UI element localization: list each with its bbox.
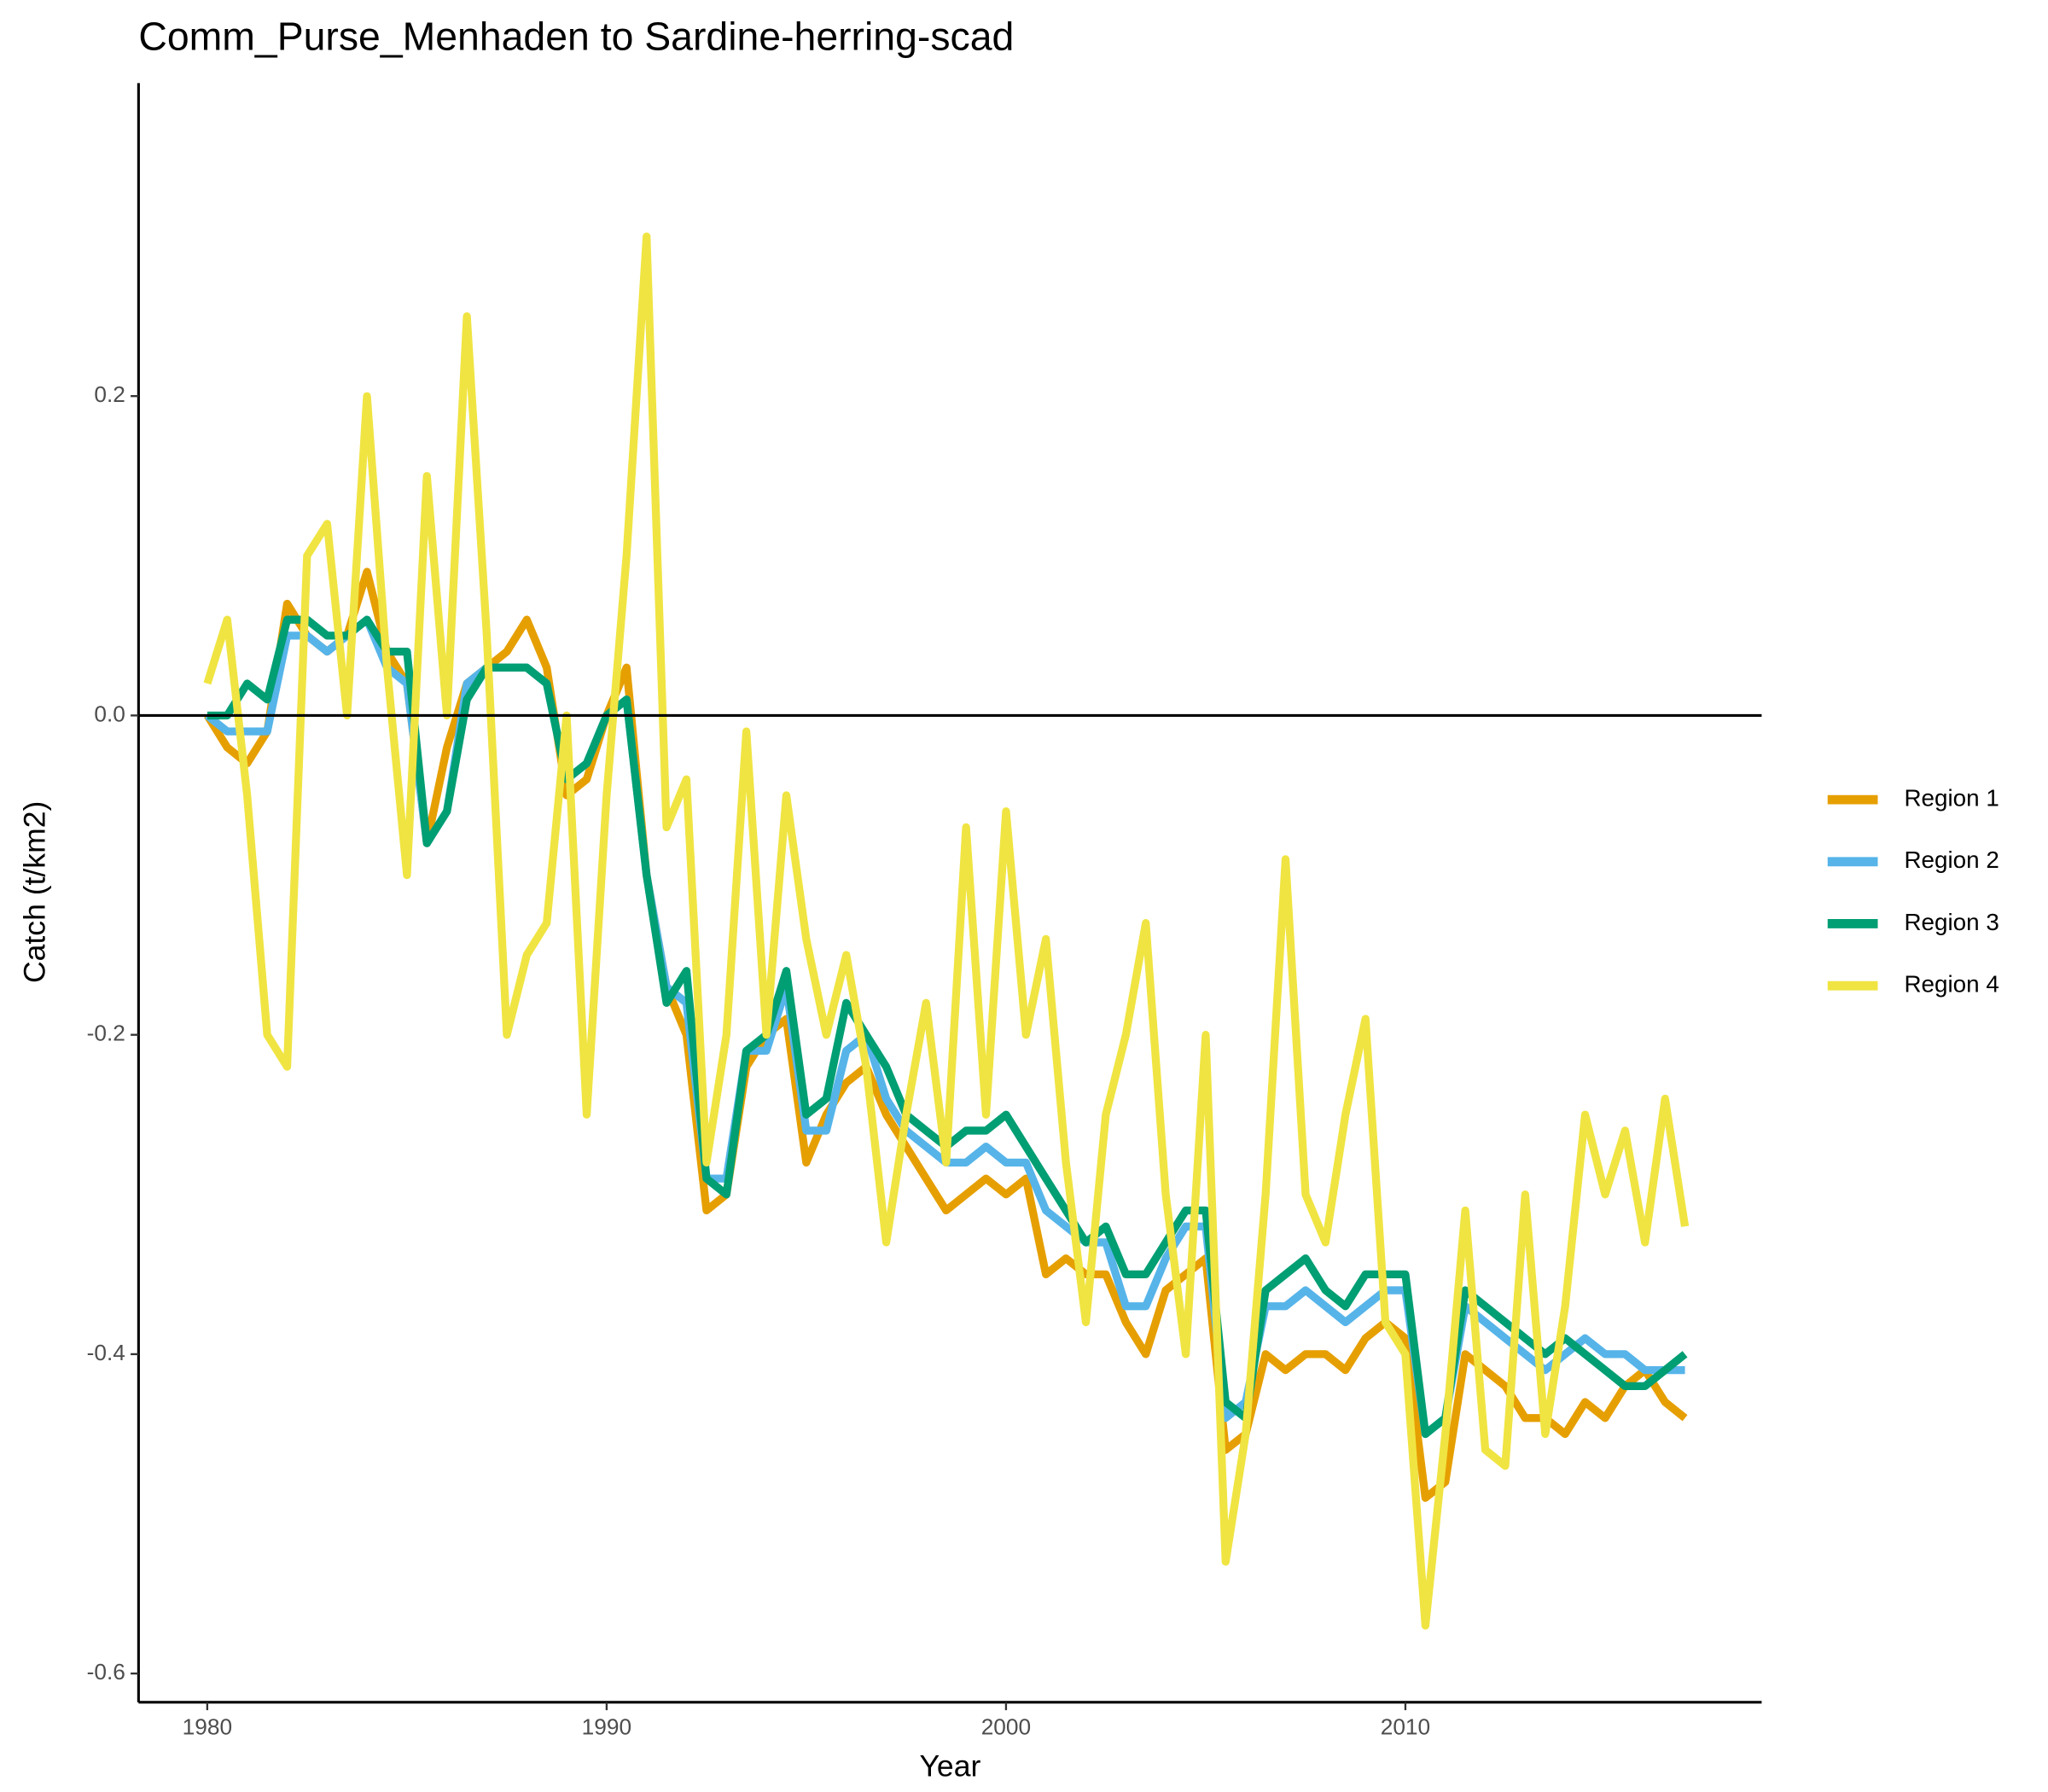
x-tick-label: 2000 <box>981 1714 1031 1740</box>
legend-label: Region 2 <box>1904 847 1999 873</box>
legend-label: Region 3 <box>1904 909 1999 935</box>
y-tick-label: -0.4 <box>87 1340 125 1365</box>
x-tick-label: 1980 <box>183 1714 232 1740</box>
chart-title: Comm_Purse_Menhaden to Sardine-herring-s… <box>138 15 1014 59</box>
y-tick-label: -0.2 <box>87 1021 125 1046</box>
y-tick-label: -0.6 <box>87 1659 125 1684</box>
series-line <box>203 232 1690 1630</box>
legend-label: Region 1 <box>1904 784 1999 811</box>
y-tick-label: 0.2 <box>94 381 125 407</box>
x-axis-title: Year <box>919 1749 980 1783</box>
y-axis-title: Catch (t/km2) <box>18 801 52 983</box>
x-tick-label: 1990 <box>582 1714 631 1740</box>
series-line <box>204 567 1688 1502</box>
y-tick-label: 0.0 <box>94 701 125 726</box>
x-tick-label: 2010 <box>1381 1714 1430 1740</box>
legend-label: Region 4 <box>1904 971 1999 998</box>
series-line <box>207 615 1688 1439</box>
